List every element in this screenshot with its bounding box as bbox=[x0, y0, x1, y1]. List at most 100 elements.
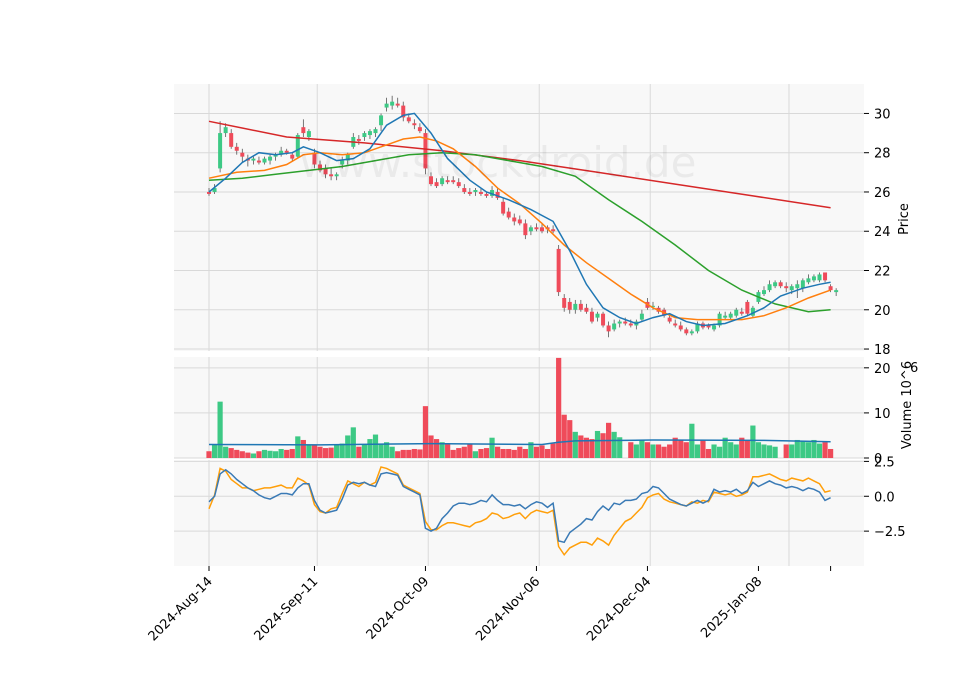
candle-body bbox=[367, 131, 372, 136]
candle-body bbox=[290, 154, 295, 159]
candle-body bbox=[284, 150, 289, 153]
candle-body bbox=[573, 303, 578, 310]
candle-body bbox=[306, 131, 311, 138]
volume-bar bbox=[256, 451, 262, 458]
volume-bar bbox=[705, 448, 712, 458]
candle-body bbox=[817, 274, 822, 281]
volume-bar bbox=[472, 451, 478, 458]
volume-bar bbox=[411, 448, 417, 458]
volume-bar bbox=[506, 448, 512, 458]
candle-body bbox=[617, 321, 622, 324]
candle-body bbox=[401, 105, 406, 118]
volume-bar bbox=[678, 439, 684, 458]
volume-bar bbox=[572, 431, 578, 458]
candle-body bbox=[423, 133, 428, 169]
x-tick-label: 2024-Dec-04 bbox=[584, 574, 654, 644]
volume-bar bbox=[744, 440, 750, 458]
candle-body bbox=[567, 301, 572, 310]
candle-body bbox=[478, 191, 483, 194]
candle-body bbox=[695, 323, 700, 332]
volume-bar bbox=[234, 449, 240, 458]
watermark: www.stockdroid.de bbox=[300, 138, 697, 187]
price-axis-title: Price bbox=[897, 203, 912, 235]
candle-body bbox=[356, 138, 361, 141]
candle-body bbox=[773, 282, 778, 287]
volume-bar bbox=[561, 414, 567, 458]
candle-body bbox=[207, 191, 211, 194]
candle-body bbox=[301, 127, 306, 134]
candle-body bbox=[429, 176, 433, 185]
volume-bar bbox=[406, 449, 412, 458]
candle-body bbox=[578, 303, 583, 310]
candle-body bbox=[440, 178, 445, 185]
candle-body bbox=[678, 325, 683, 330]
volume-bar bbox=[367, 439, 373, 458]
candle-body bbox=[373, 129, 378, 134]
candle-body bbox=[268, 156, 273, 161]
x-tick-label: 2024-Sep-11 bbox=[252, 574, 322, 644]
volume-bar bbox=[611, 431, 617, 458]
candle-body bbox=[384, 103, 389, 108]
volume-bar bbox=[483, 448, 490, 458]
volume-bar bbox=[644, 442, 651, 458]
volume-bar bbox=[683, 442, 689, 458]
candle-body bbox=[612, 323, 617, 330]
candle-body bbox=[728, 313, 733, 318]
volume-bar bbox=[334, 444, 340, 458]
volume-bar bbox=[400, 449, 406, 458]
volume-bar bbox=[761, 444, 767, 458]
volume-bar bbox=[811, 439, 817, 458]
candle-body bbox=[745, 301, 750, 314]
volume-bar bbox=[228, 448, 234, 458]
volume-bar bbox=[661, 446, 667, 458]
sma-long-a-line bbox=[208, 151, 831, 313]
candle-body bbox=[323, 168, 328, 175]
candle-body bbox=[467, 191, 472, 194]
volume-bar bbox=[539, 445, 545, 458]
sma-long-b-line bbox=[208, 120, 831, 209]
volume-bar bbox=[772, 446, 778, 458]
candle-body bbox=[362, 133, 367, 138]
candle-body bbox=[451, 180, 456, 183]
candle-body bbox=[218, 133, 223, 169]
volume-bar bbox=[306, 444, 312, 458]
candle-body bbox=[528, 227, 533, 232]
volume-bar bbox=[378, 443, 384, 458]
volume-ytick-label: 0 bbox=[874, 452, 882, 467]
volume-bar bbox=[517, 446, 523, 458]
candle-body bbox=[673, 323, 678, 326]
candle-body bbox=[340, 160, 345, 165]
candle-body bbox=[589, 311, 594, 322]
candle-body bbox=[234, 146, 239, 151]
candle-body bbox=[512, 217, 517, 222]
candle-body bbox=[495, 191, 500, 198]
volume-bar bbox=[433, 439, 440, 458]
volume-bar bbox=[717, 446, 723, 458]
volume-bar bbox=[567, 420, 573, 458]
candle-body bbox=[473, 190, 478, 192]
volume-bar bbox=[489, 437, 495, 458]
candle-body bbox=[811, 276, 816, 281]
volume-bar bbox=[428, 435, 434, 458]
osc-line-a bbox=[208, 466, 831, 557]
volume-axis-title: Volume 10^6 bbox=[900, 361, 915, 449]
volume-bar bbox=[750, 425, 756, 458]
volume-ytick-label: 10 bbox=[874, 407, 891, 422]
volume-bar bbox=[556, 357, 562, 458]
candle-body bbox=[251, 158, 256, 161]
volume-bar bbox=[700, 439, 706, 458]
candle-body bbox=[390, 101, 395, 106]
volume-bar bbox=[789, 444, 795, 458]
volume-bar bbox=[350, 427, 356, 458]
candle-body bbox=[517, 219, 522, 224]
candle-body bbox=[784, 286, 789, 289]
volume-bar bbox=[794, 439, 800, 458]
volume-bar bbox=[478, 448, 484, 458]
volume-bar bbox=[495, 446, 501, 458]
candle-body bbox=[379, 115, 384, 126]
sma-short-line bbox=[208, 112, 831, 327]
candle-body bbox=[734, 309, 739, 316]
volume-bar bbox=[284, 449, 290, 458]
volume-bar bbox=[445, 444, 451, 458]
candle-body bbox=[295, 135, 300, 157]
